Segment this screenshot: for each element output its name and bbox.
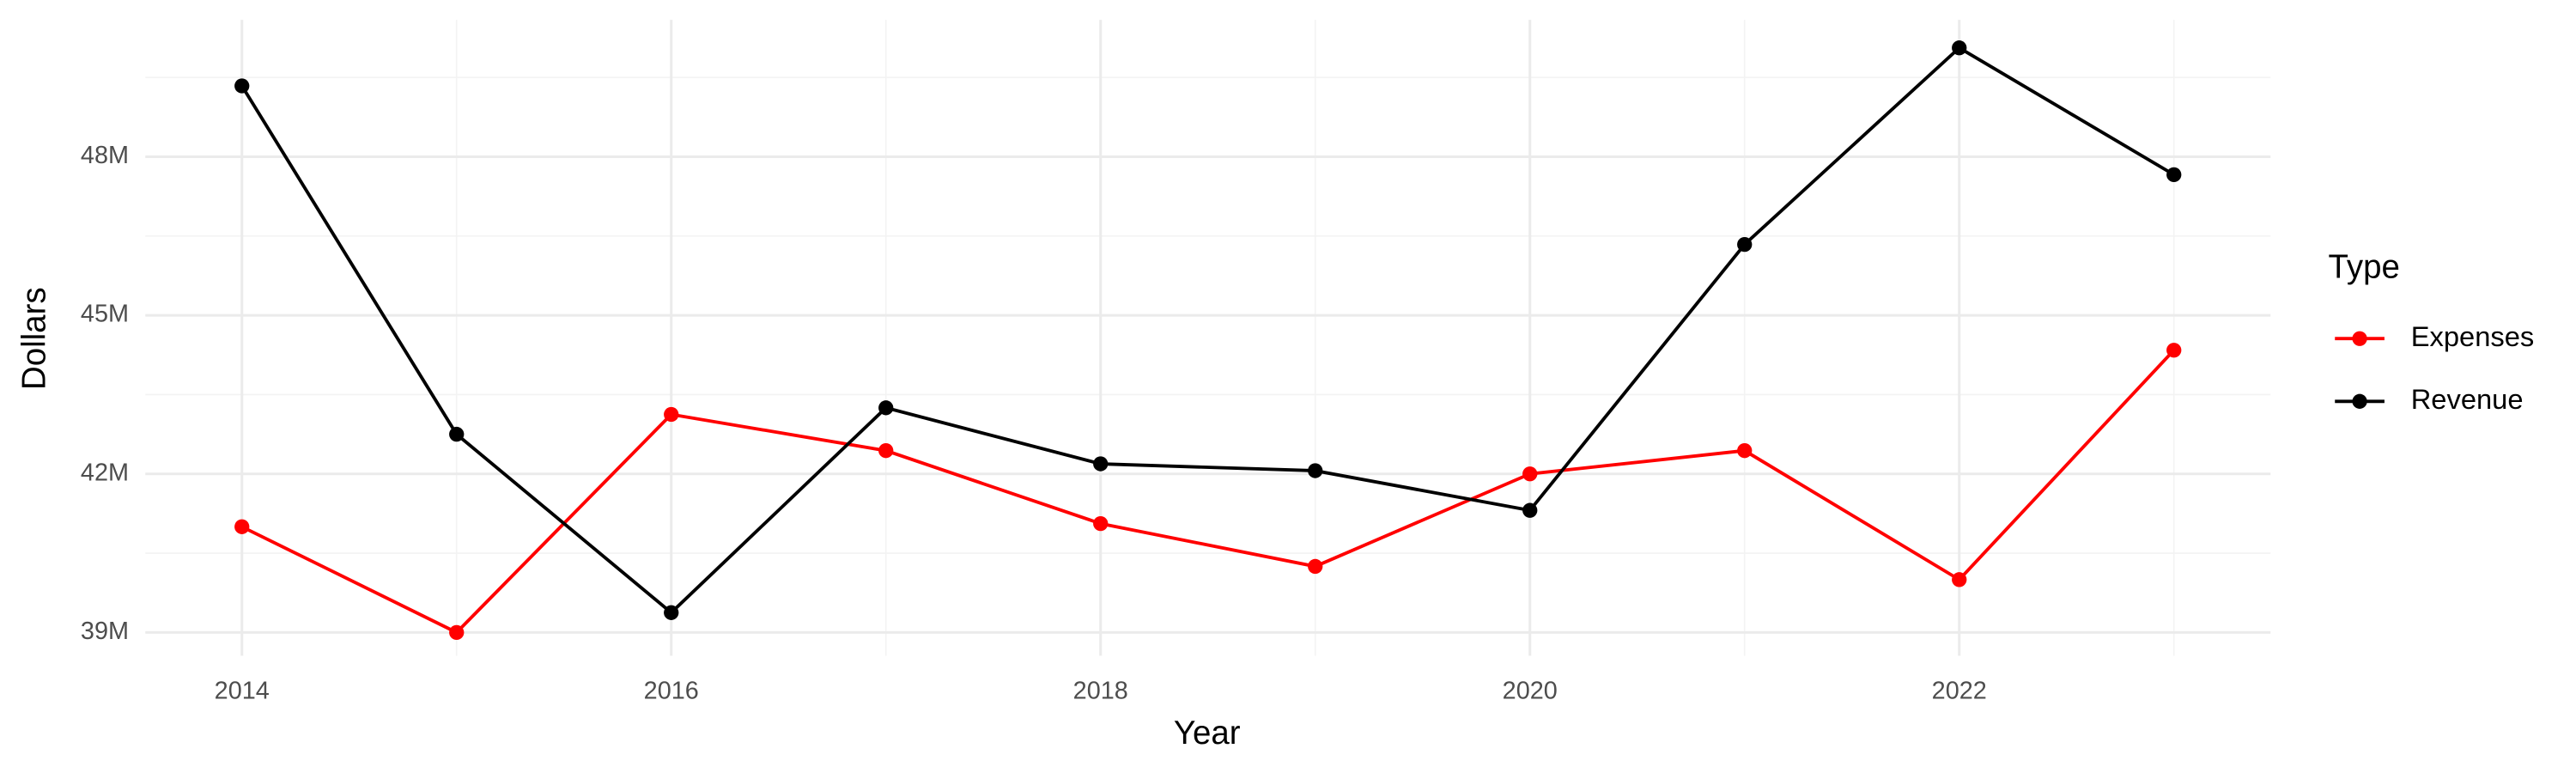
point	[664, 605, 679, 620]
x-tick-label: 2022	[1932, 677, 1987, 704]
legend-label: Revenue	[2411, 383, 2524, 415]
x-axis-title: Year	[1174, 715, 1241, 752]
x-tick-label: 2018	[1073, 677, 1128, 704]
legend-key-point	[2352, 331, 2367, 346]
point	[878, 400, 894, 416]
point	[1093, 456, 1109, 472]
y-tick-label: 48M	[81, 142, 129, 169]
point	[1093, 515, 1109, 532]
point	[234, 519, 250, 534]
point	[1308, 558, 1323, 575]
point	[664, 406, 679, 423]
y-tick-label: 45M	[81, 301, 129, 328]
x-tick-label: 2014	[215, 677, 270, 704]
line	[240, 46, 2175, 615]
point	[234, 78, 250, 94]
point	[449, 624, 465, 641]
point	[2166, 343, 2182, 358]
point	[878, 443, 894, 459]
line	[240, 349, 2176, 635]
legend-item: Expenses	[2335, 320, 2534, 352]
point	[1737, 443, 1753, 459]
legend-key-point	[2352, 393, 2367, 409]
point	[1737, 236, 1753, 253]
point	[2166, 167, 2182, 183]
point	[1952, 572, 1967, 587]
point	[1522, 502, 1538, 518]
point	[449, 426, 465, 442]
y-tick-label: 42M	[81, 459, 129, 486]
legend-label: Expenses	[2411, 320, 2535, 352]
legend-title: Type	[2329, 249, 2400, 286]
x-tick-label: 2020	[1503, 677, 1558, 704]
point	[1308, 463, 1323, 478]
legend-item: Revenue	[2335, 383, 2524, 415]
x-tick-label: 2016	[644, 677, 699, 704]
y-axis-title: Dollars	[15, 287, 52, 390]
point	[1952, 40, 1967, 56]
y-tick-label: 39M	[81, 618, 129, 645]
point	[1522, 466, 1538, 482]
